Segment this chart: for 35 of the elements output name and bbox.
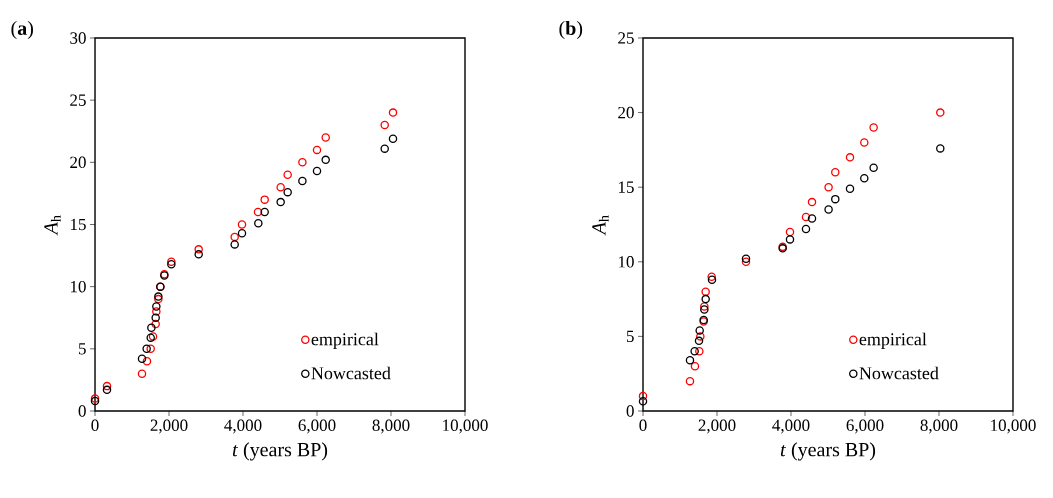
- x-tick-label: 4,000: [224, 419, 262, 434]
- x-tick-label: 10,000: [991, 419, 1036, 434]
- x-tick-label: 2,000: [150, 419, 188, 434]
- x-tick-label: 2,000: [698, 419, 736, 434]
- x-tick-label: 0: [639, 419, 647, 431]
- x-axis-title: t (years BP): [780, 442, 876, 461]
- y-axis-title: A$_{h}$: [592, 215, 609, 236]
- legend-label: Nowcasted: [859, 366, 939, 380]
- x-axis-title: t (years BP): [232, 442, 328, 461]
- y-axis-title: A$_{h}$: [44, 215, 61, 236]
- x-tick-label: 6,000: [298, 419, 336, 434]
- legend-label: empirical: [311, 332, 379, 350]
- y-tick-label: 5: [78, 343, 86, 355]
- y-tick-label: 25: [70, 94, 86, 106]
- y-tick-label: 20: [618, 106, 634, 119]
- y-tick-label: 20: [70, 156, 86, 169]
- legend-label: empirical: [859, 332, 927, 350]
- x-tick-label: 8,000: [920, 419, 958, 434]
- x-tick-label: 4,000: [772, 419, 810, 434]
- y-tick-label: 0: [626, 405, 634, 417]
- y-tick-label: 15: [70, 218, 86, 231]
- text: (b): [559, 20, 583, 40]
- y-tick-label: 30: [70, 32, 86, 44]
- text: (a): [11, 20, 33, 40]
- y-tick-label: 10: [70, 280, 86, 293]
- x-tick-label: 0: [91, 419, 99, 431]
- y-tick-label: 15: [618, 181, 634, 193]
- y-tick-label: 0: [78, 405, 86, 417]
- y-tick-label: 10: [618, 256, 634, 268]
- y-tick-label: 5: [626, 330, 634, 343]
- x-tick-label: 6,000: [846, 419, 884, 434]
- x-tick-label: 10,000: [443, 419, 488, 434]
- y-tick-label: 25: [618, 32, 634, 44]
- legend-label: Nowcasted: [311, 366, 391, 380]
- x-tick-label: 8,000: [372, 419, 410, 434]
